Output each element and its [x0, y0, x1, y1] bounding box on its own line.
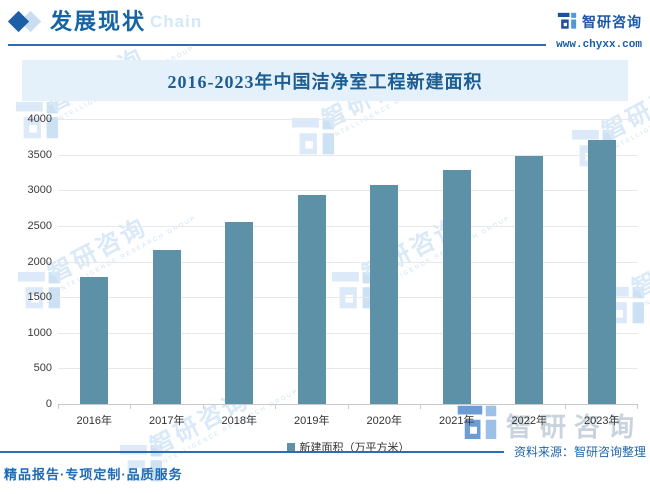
header: 发展现状 Chain 智研咨询 www.chyxx.com	[0, 0, 650, 51]
chart-title-banner: 2016-2023年中国洁净室工程新建面积	[22, 60, 628, 101]
bar-chart: 0 500 1000 1500 2000 2500 3000 3500 4000 2016年 20…	[12, 113, 638, 455]
brand-watermark: 智研咨询	[456, 404, 642, 446]
brand-name: 智研咨询	[582, 14, 642, 30]
y-axis-tick-label: 2500	[27, 219, 52, 232]
bar-2018年	[225, 222, 254, 404]
header-divider	[8, 44, 547, 46]
gridline	[58, 297, 638, 298]
diamond-icon	[7, 9, 44, 35]
bar-2020年	[370, 185, 399, 404]
brand-watermark-text: 智研咨询	[505, 411, 642, 442]
x-axis-tick	[493, 405, 566, 409]
bar-column	[348, 119, 421, 404]
bar-column	[421, 119, 494, 404]
x-axis-tick-label: 2018年	[221, 415, 257, 427]
x-axis-tick-label: 2020年	[366, 415, 402, 427]
bar-column	[131, 119, 204, 404]
bar-2017年	[152, 250, 181, 404]
brand-url: www.chyxx.com	[556, 39, 642, 51]
bar-column	[566, 119, 639, 404]
x-axis-tick-label: 2021年	[439, 415, 475, 427]
bar-2023年	[587, 140, 616, 404]
gridline	[58, 262, 638, 263]
header-watermark-text: Chain	[150, 12, 203, 31]
watermark-subtext: INTELLIGENCE RESEARCH GROUP	[641, 230, 650, 309]
footer-slogan: 精品报告·专项定制·品质服务	[4, 467, 183, 482]
x-axis-tick	[59, 405, 132, 409]
y-axis-tick-label: 4000	[27, 113, 52, 125]
legend-swatch	[286, 443, 295, 451]
bar-column	[276, 119, 349, 404]
gridline	[58, 226, 638, 227]
chart-title: 2016-2023年中国洁净室工程新建面积	[167, 72, 483, 92]
gridline	[58, 119, 638, 120]
bar-column	[203, 119, 276, 404]
x-axis-tick-label: 2023年	[584, 415, 620, 427]
bar-2022年	[515, 156, 544, 404]
x-axis-tick	[566, 405, 638, 409]
footer-divider	[0, 450, 504, 453]
y-axis-tick-label: 3000	[27, 184, 52, 197]
x-axis-labels: 2016年 2017年 2018年 2019年 2020年 2021年 2022年 2023年	[58, 412, 638, 428]
x-axis-tick-label: 2022年	[511, 415, 547, 427]
x-axis-tick-label: 2017年	[149, 415, 185, 427]
bar-2021年	[442, 170, 471, 404]
zhiyan-logo-watermark-icon	[456, 404, 498, 446]
brand-block: 智研咨询	[557, 12, 642, 32]
gridline	[58, 333, 638, 334]
footer: 资料来源：智研咨询整理 精品报告·专项定制·品质服务	[0, 443, 650, 483]
bar-2016年	[80, 277, 109, 404]
x-axis-tick-label: 2016年	[76, 415, 112, 427]
x-axis-tick	[276, 405, 349, 409]
y-axis: 0 500 1000 1500 2000 2500 3000 3500 4000	[12, 113, 52, 410]
x-axis-tick	[204, 405, 277, 409]
plot-area	[58, 119, 638, 405]
y-axis-tick-label: 0	[45, 398, 52, 410]
y-axis-tick-label: 1500	[27, 291, 52, 304]
gridline	[58, 190, 638, 191]
bar-column	[493, 119, 566, 404]
y-axis-tick-label: 2000	[27, 255, 52, 268]
bar-column	[58, 119, 131, 404]
x-axis-tick	[131, 405, 204, 409]
y-axis-tick-label: 3500	[27, 148, 52, 161]
x-axis-tick-label: 2019年	[294, 415, 330, 427]
page-title: 发展现状	[50, 9, 147, 34]
gridline	[58, 155, 638, 156]
y-axis-tick-label: 500	[33, 362, 52, 375]
bar-2019年	[297, 195, 326, 404]
zhiyan-logo-icon	[557, 12, 577, 32]
y-axis-tick-label: 1000	[27, 326, 52, 339]
x-axis-tick	[349, 405, 421, 409]
x-axis-tick	[421, 405, 494, 409]
gridline	[58, 368, 638, 369]
x-axis-ticks	[58, 405, 638, 409]
data-source-label: 资料来源：智研咨询整理	[513, 445, 646, 459]
